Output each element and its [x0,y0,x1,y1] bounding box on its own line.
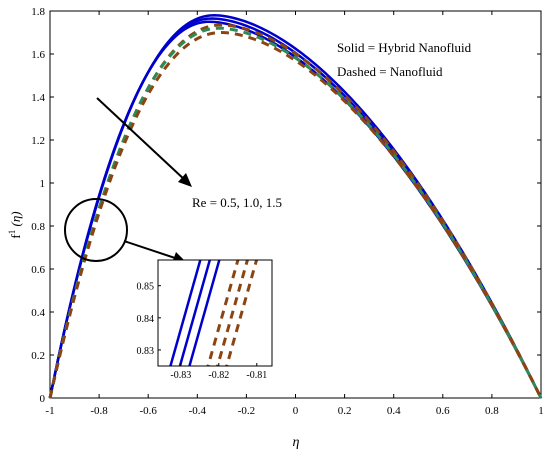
inset-nanofluid-line-2 [216,260,249,366]
x-tick-label: 0.4 [387,405,401,417]
inset-frame [157,259,273,367]
x-tick-label: 0.6 [436,405,450,417]
inset-x-tick-label: -0.83 [170,370,191,381]
zoom-circle [64,198,128,262]
inset-hybrid-nanofluid-line-1 [169,260,202,366]
y-tick-label: 0.4 [31,307,45,319]
y-axis-label-main: f [8,234,23,239]
svg-text:f1 (η): f1 (η) [7,211,23,238]
nanofluid-line-6 [48,30,543,399]
re-arrow-line [96,97,187,182]
x-tick-label: -1 [45,405,54,417]
y-tick-label: 1.8 [31,6,45,18]
legend-dashed-text: Dashed = Nanofluid [337,64,443,79]
inset-hybrid-nanofluid-line-2 [178,260,212,366]
legend-solid-text: Solid = Hybrid Nanofluid [337,40,472,55]
y-tick-label: 0.8 [31,221,45,233]
y-tick-label: 1.6 [31,49,45,61]
y-axis-label-arg: (η) [8,211,23,226]
re-arrow-head [178,173,192,187]
x-axis-label: η [293,435,300,450]
inset-x-tick-label: -0.81 [246,370,267,381]
inset-y-tick-label: 0.84 [137,314,155,325]
y-tick-label: 0.6 [31,264,45,276]
re-label: Re = 0.5, 1.0, 1.5 [192,195,282,210]
x-tick-label: -0.2 [238,405,255,417]
nanofluid-line-5 [48,26,543,399]
x-tick-label: -0.8 [90,405,108,417]
y-axis-label: f1 (η) [7,211,23,238]
inset-y-tick-label: 0.83 [137,346,155,357]
x-tick-label: 0 [293,405,299,417]
x-tick-label: -0.4 [189,405,207,417]
inset-y-tick-label: 0.85 [137,282,155,293]
y-tick-label: 0 [40,393,46,405]
x-tick-label: 0.8 [485,405,499,417]
x-tick-label: -0.6 [139,405,157,417]
y-tick-label: 1.4 [31,92,45,104]
y-tick-label: 0.2 [31,350,45,362]
x-tick-label: 1 [538,405,544,417]
y-tick-label: 1 [40,178,46,190]
zoom-arrow-line [123,240,179,260]
inset-hybrid-nanofluid-line-3 [188,260,221,366]
inset-x-tick-label: -0.82 [208,370,229,381]
y-tick-label: 1.2 [31,135,45,147]
x-tick-label: 0.2 [338,405,352,417]
y-axis-label-sup: 1 [7,230,17,235]
inset-nanofluid-line-1 [206,260,240,366]
inset-nanofluid-line-3 [225,260,259,366]
